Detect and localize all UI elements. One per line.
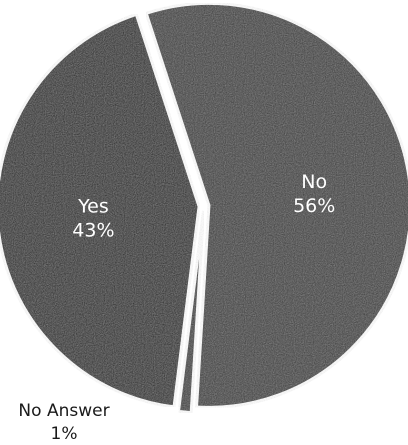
slice-value-no: 56% [293,195,335,217]
slice-label-no: No [301,171,327,193]
slice-label-yes: Yes [77,196,109,218]
pie-slice-no [144,1,408,409]
slice-value-no-answer: 1% [51,424,78,444]
slice-label-no-answer: No Answer [18,401,109,421]
slice-value-yes: 43% [72,220,114,242]
pie-slice-yes [0,12,201,409]
pie-slice-no-answer [176,210,206,415]
pie-slices [0,1,408,415]
